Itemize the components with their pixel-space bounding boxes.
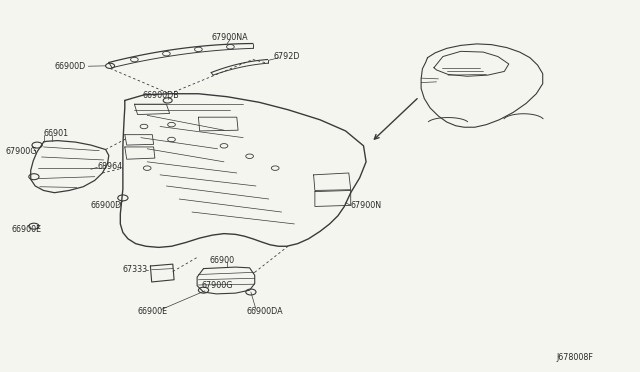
- Text: 67900NA: 67900NA: [211, 33, 248, 42]
- Text: 66900DB: 66900DB: [143, 92, 179, 100]
- Text: 68964: 68964: [97, 162, 122, 171]
- Text: 66900DA: 66900DA: [246, 307, 283, 316]
- Text: 67333: 67333: [123, 265, 148, 274]
- Text: 67900G: 67900G: [5, 147, 36, 156]
- Text: 66900E: 66900E: [138, 307, 168, 316]
- Text: 67900G: 67900G: [202, 281, 233, 290]
- Text: 66900E: 66900E: [12, 225, 42, 234]
- Text: 67900N: 67900N: [351, 201, 382, 210]
- Text: 66901: 66901: [44, 129, 68, 138]
- Text: 66900D: 66900D: [54, 62, 86, 71]
- Text: 66900: 66900: [210, 256, 235, 265]
- Text: 6792D: 6792D: [274, 52, 300, 61]
- Text: 66900D: 66900D: [91, 201, 122, 210]
- Text: J678008F: J678008F: [557, 353, 594, 362]
